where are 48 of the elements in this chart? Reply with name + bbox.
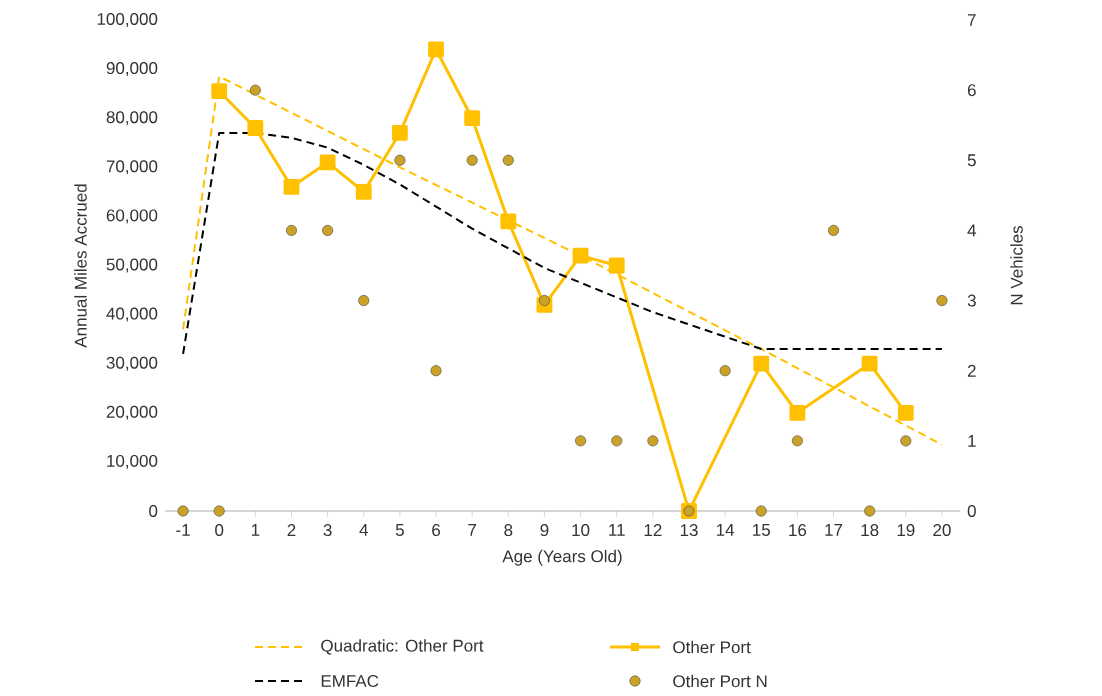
x-tick-label: 2 (287, 524, 296, 536)
x-tick-label: 8 (504, 524, 513, 537)
y-tick-label: 60,000 (106, 209, 158, 224)
y2-axis-title: N Vehicles (1010, 225, 1023, 305)
x-tick-label: 5 (395, 524, 404, 536)
x-tick-label: -1 (176, 524, 190, 536)
y-tick-label: 100,000 (97, 12, 158, 28)
y-tick-label: 80,000 (106, 111, 158, 126)
x-tick-label: 6 (432, 524, 441, 537)
y2-tick-label: 0 (967, 504, 976, 518)
x-tick-label: 3 (323, 524, 332, 537)
x-tick-label: 17 (825, 524, 843, 536)
legend-label: Other Port N (673, 674, 767, 688)
x-tick-label: 7 (468, 524, 477, 536)
y-tick-label: 40,000 (106, 307, 158, 322)
legend-label: EMFAC (321, 674, 379, 688)
x-tick-label: 18 (861, 524, 879, 537)
x-tick-label: 11 (609, 524, 625, 536)
x-axis-title: Age (Years Old) (502, 549, 622, 566)
x-tick-label: 13 (680, 524, 698, 537)
x-tick-label: 15 (753, 524, 771, 536)
y-tick-label: 30,000 (106, 356, 158, 371)
x-tick-label: 20 (933, 524, 951, 537)
x-tick-label: 0 (215, 524, 224, 537)
y-axis-title: Annual Miles Accrued (74, 184, 87, 348)
y2-tick-label: 6 (967, 84, 976, 97)
y2-tick-label: 1 (968, 435, 976, 447)
y2-tick-label: 3 (967, 294, 976, 307)
legend-label: Quadratic: Other Port (321, 639, 484, 655)
y2-tick-label: 4 (967, 224, 977, 237)
x-tick-label: 10 (572, 524, 590, 537)
y-tick-label: 10,000 (107, 454, 158, 469)
y-tick-label: 20,000 (106, 405, 158, 420)
x-tick-label: 16 (789, 524, 807, 537)
y-tick-label: 50,000 (106, 258, 158, 273)
x-tick-label: 4 (359, 524, 368, 536)
x-tick-label: 14 (716, 524, 735, 536)
y-tick-label: 0 (149, 504, 158, 518)
x-tick-label: 9 (540, 524, 549, 537)
y2-tick-label: 5 (967, 154, 976, 167)
x-tick-label: 1 (251, 524, 260, 536)
legend-label: Other Port (673, 640, 751, 654)
x-tick-label: 12 (644, 524, 662, 536)
x-tick-label: 19 (897, 524, 915, 537)
y-tick-label: 70,000 (106, 160, 158, 175)
y2-tick-label: 2 (967, 364, 976, 377)
y2-tick-label: 7 (967, 14, 976, 26)
y-tick-label: 90,000 (106, 62, 158, 77)
